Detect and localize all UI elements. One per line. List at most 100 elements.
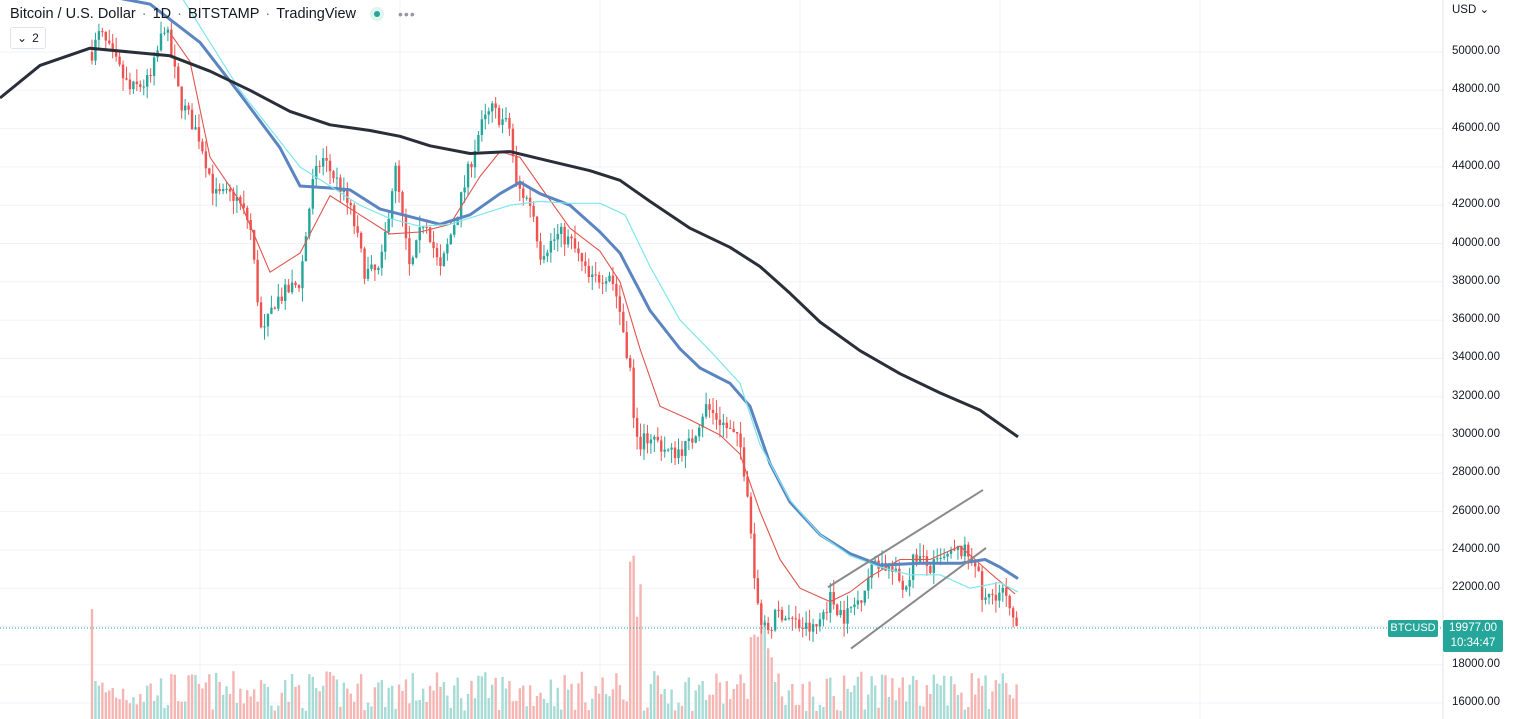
volume-bar — [301, 707, 304, 719]
candle-body — [767, 622, 770, 630]
candle-body — [270, 307, 273, 314]
volume-bar — [722, 703, 725, 719]
volume-bar — [97, 685, 101, 719]
volume-bar — [770, 657, 773, 719]
currency-label: USD — [1452, 4, 1477, 16]
candle-body — [584, 261, 587, 266]
candle-body — [911, 554, 915, 580]
candle-body — [763, 622, 766, 625]
volume-bar — [863, 709, 866, 719]
candle-body — [925, 556, 929, 566]
volume-bar — [946, 705, 949, 719]
chart-header: Bitcoin / U.S. Dollar · 1D · BITSTAMP · … — [10, 4, 416, 24]
volume-bar — [625, 701, 628, 719]
candle-body — [546, 252, 549, 257]
volume-bar — [180, 701, 183, 719]
candle-body — [597, 274, 601, 283]
volume-bar — [204, 682, 208, 719]
candle-body — [463, 187, 466, 193]
volume-bar — [456, 677, 459, 719]
bar-countdown: 10:34:47 — [1450, 637, 1496, 649]
volume-bar — [266, 686, 270, 719]
candle-body — [891, 566, 894, 572]
candle-body — [815, 624, 818, 627]
candle-body — [456, 217, 459, 226]
volume-bar — [791, 684, 794, 719]
symbol-name[interactable]: Bitcoin / U.S. Dollar — [10, 6, 136, 22]
candle-body — [942, 556, 946, 558]
candle-body — [953, 549, 956, 551]
candle-body — [232, 191, 235, 201]
candle-body — [856, 600, 860, 605]
volume-bar — [394, 708, 397, 719]
candle-body — [894, 568, 898, 572]
volume-bar — [942, 675, 946, 719]
volume-bar — [960, 692, 963, 719]
more-dots-icon[interactable]: ••• — [398, 6, 416, 22]
volume-bar — [953, 684, 956, 719]
volume-bar — [1001, 673, 1004, 719]
candle-body — [711, 409, 715, 414]
volume-bar — [767, 648, 770, 719]
volume-bar — [794, 705, 797, 719]
candle-body — [656, 436, 659, 441]
y-tick-label: 50000.00 — [1452, 45, 1500, 57]
interval-label[interactable]: 1D — [152, 6, 172, 22]
volume-bar — [632, 555, 635, 719]
volume-bars — [90, 555, 1018, 719]
candle-body — [773, 609, 777, 631]
volume-bar — [811, 696, 815, 719]
volume-bar — [318, 691, 321, 719]
volume-bar — [939, 685, 942, 719]
candle-body — [397, 165, 401, 193]
volume-bar — [608, 696, 611, 719]
volume-bar — [114, 697, 118, 719]
candle-body — [687, 438, 691, 442]
candle-body — [984, 597, 987, 600]
indicators-toggle[interactable]: ⌄ 2 — [10, 27, 46, 49]
y-tick-label: 28000.00 — [1452, 466, 1500, 479]
candle-body — [660, 440, 663, 452]
y-tick-label: 48000.00 — [1452, 83, 1500, 96]
candle-body — [404, 214, 408, 239]
candle-body — [466, 163, 470, 188]
candle-body — [366, 268, 370, 279]
candle-body — [760, 603, 763, 625]
candle-body — [701, 416, 704, 428]
y-tick-label: 32000.00 — [1452, 389, 1500, 402]
candle-body — [777, 609, 780, 611]
ma-line-ma-long — [0, 46, 1019, 439]
candle-body — [853, 604, 856, 608]
candle-body — [556, 233, 559, 240]
candle-body — [1008, 595, 1011, 609]
volume-bar — [718, 682, 722, 719]
volume-bar — [425, 701, 428, 719]
volume-bar — [967, 707, 970, 719]
candle-body — [339, 177, 342, 193]
candle-body — [818, 619, 822, 627]
candle-body — [301, 261, 304, 289]
volume-bar — [504, 688, 508, 719]
volume-bar — [346, 688, 349, 719]
volume-bar — [753, 634, 756, 719]
candle-body — [594, 274, 597, 276]
volume-bar — [411, 673, 415, 719]
candle-body — [208, 168, 211, 174]
volume-bar — [932, 674, 935, 719]
candle-body — [801, 627, 804, 629]
currency-menu[interactable]: USD ⌄ — [1452, 2, 1489, 16]
candle-body — [563, 226, 566, 245]
volume-bar — [701, 680, 704, 719]
candle-body — [873, 560, 877, 562]
volume-bar — [808, 681, 811, 719]
volume-bar — [290, 673, 294, 719]
volume-bar — [773, 682, 777, 719]
volume-bar — [708, 694, 711, 719]
volume-bar — [128, 703, 132, 719]
volume-bar — [563, 675, 566, 719]
volume-bar — [321, 685, 325, 719]
volume-bar — [118, 699, 121, 719]
volume-bar — [218, 681, 221, 719]
market-status-dot-icon[interactable] — [370, 7, 385, 21]
